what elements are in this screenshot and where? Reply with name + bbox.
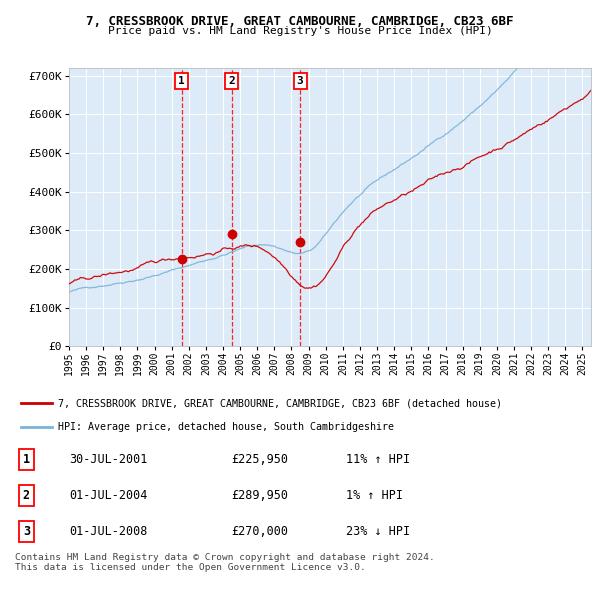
Text: 2: 2 [23, 489, 30, 502]
Text: HPI: Average price, detached house, South Cambridgeshire: HPI: Average price, detached house, Sout… [58, 422, 394, 432]
Text: £289,950: £289,950 [231, 489, 288, 502]
Text: Price paid vs. HM Land Registry's House Price Index (HPI): Price paid vs. HM Land Registry's House … [107, 26, 493, 36]
Text: 7, CRESSBROOK DRIVE, GREAT CAMBOURNE, CAMBRIDGE, CB23 6BF: 7, CRESSBROOK DRIVE, GREAT CAMBOURNE, CA… [86, 15, 514, 28]
Text: 23% ↓ HPI: 23% ↓ HPI [346, 525, 410, 538]
Text: £225,950: £225,950 [231, 453, 288, 466]
Text: 1: 1 [178, 76, 185, 86]
Text: 30-JUL-2001: 30-JUL-2001 [70, 453, 148, 466]
Text: Contains HM Land Registry data © Crown copyright and database right 2024.
This d: Contains HM Land Registry data © Crown c… [15, 553, 435, 572]
Text: 1% ↑ HPI: 1% ↑ HPI [346, 489, 403, 502]
Text: 1: 1 [23, 453, 30, 466]
Text: 7, CRESSBROOK DRIVE, GREAT CAMBOURNE, CAMBRIDGE, CB23 6BF (detached house): 7, CRESSBROOK DRIVE, GREAT CAMBOURNE, CA… [58, 398, 502, 408]
Text: 2: 2 [228, 76, 235, 86]
Text: 3: 3 [296, 76, 304, 86]
Text: 01-JUL-2004: 01-JUL-2004 [70, 489, 148, 502]
Text: 11% ↑ HPI: 11% ↑ HPI [346, 453, 410, 466]
Text: 3: 3 [23, 525, 30, 538]
Text: 01-JUL-2008: 01-JUL-2008 [70, 525, 148, 538]
Text: £270,000: £270,000 [231, 525, 288, 538]
